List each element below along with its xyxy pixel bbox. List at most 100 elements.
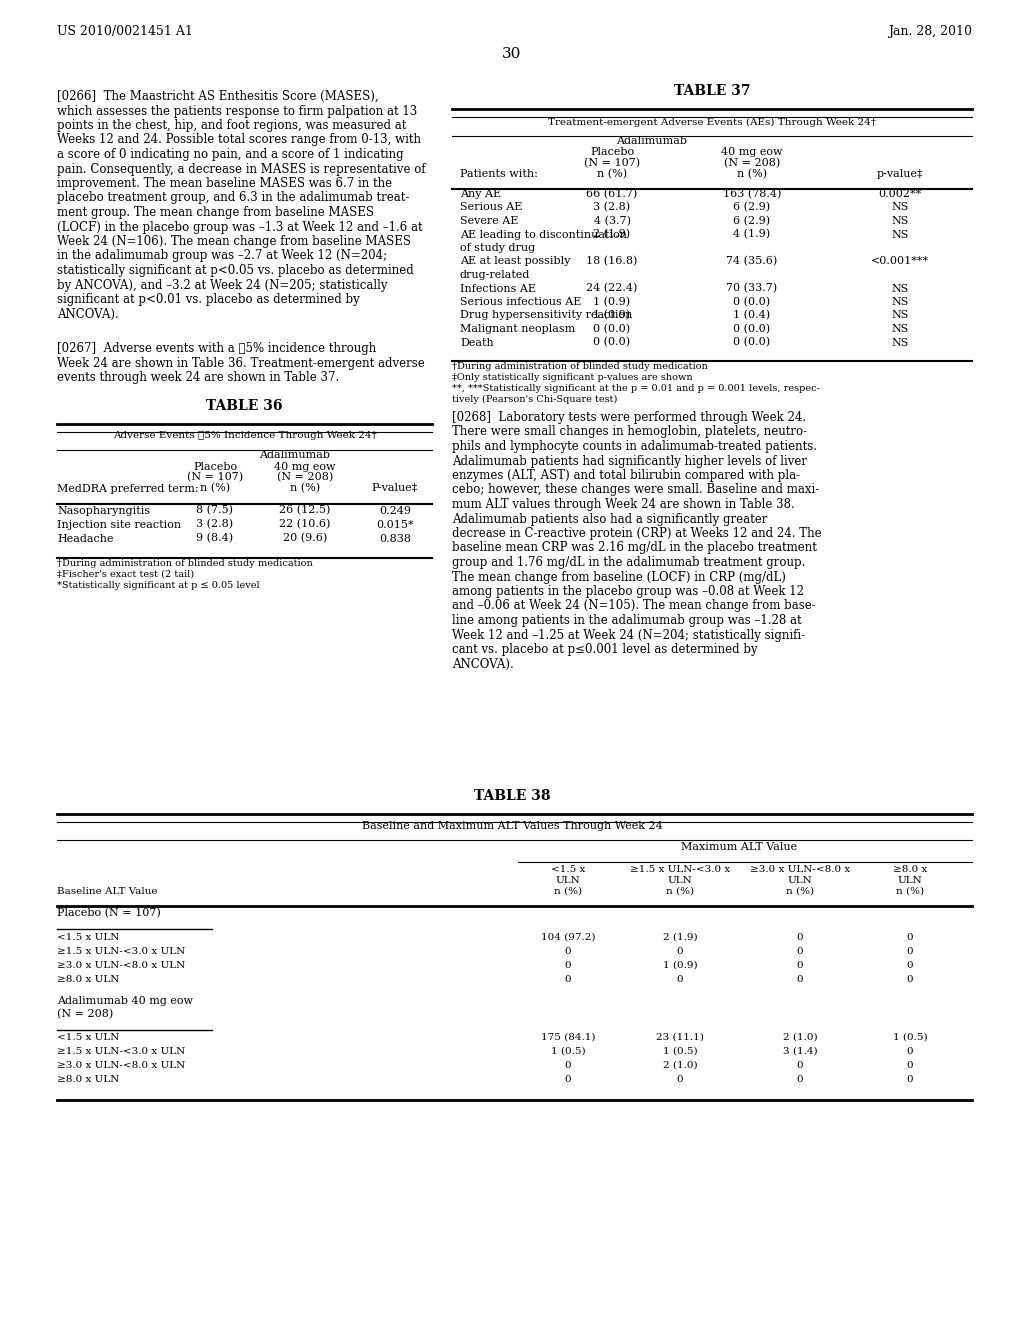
Text: drug-related: drug-related xyxy=(460,271,530,280)
Text: cebo; however, these changes were small. Baseline and maxi-: cebo; however, these changes were small.… xyxy=(452,483,819,496)
Text: which assesses the patients response to firm palpation at 13: which assesses the patients response to … xyxy=(57,104,417,117)
Text: 0: 0 xyxy=(797,1074,803,1084)
Text: 0 (0.0): 0 (0.0) xyxy=(733,323,771,334)
Text: events through week 24 are shown in Table 37.: events through week 24 are shown in Tabl… xyxy=(57,371,339,384)
Text: pain. Consequently, a decrease in MASES is representative of: pain. Consequently, a decrease in MASES … xyxy=(57,162,426,176)
Text: Placebo: Placebo xyxy=(193,462,238,471)
Text: US 2010/0021451 A1: US 2010/0021451 A1 xyxy=(57,25,193,38)
Text: ≥3.0 x ULN-<8.0 x: ≥3.0 x ULN-<8.0 x xyxy=(750,865,850,874)
Text: ANCOVA).: ANCOVA). xyxy=(452,657,514,671)
Text: Headache: Headache xyxy=(57,533,114,544)
Text: (N = 107): (N = 107) xyxy=(187,473,243,483)
Text: The mean change from baseline (LOCF) in CRP (mg/dL): The mean change from baseline (LOCF) in … xyxy=(452,570,785,583)
Text: decrease in C-reactive protein (CRP) at Weeks 12 and 24. The: decrease in C-reactive protein (CRP) at … xyxy=(452,527,821,540)
Text: 0: 0 xyxy=(797,975,803,983)
Text: 0 (0.0): 0 (0.0) xyxy=(594,323,631,334)
Text: <1.5 x ULN: <1.5 x ULN xyxy=(57,933,120,942)
Text: baseline mean CRP was 2.16 mg/dL in the placebo treatment: baseline mean CRP was 2.16 mg/dL in the … xyxy=(452,541,817,554)
Text: Any AE: Any AE xyxy=(460,189,501,199)
Text: Death: Death xyxy=(460,338,494,347)
Text: Week 12 and –1.25 at Week 24 (N=204; statistically signifi-: Week 12 and –1.25 at Week 24 (N=204; sta… xyxy=(452,628,805,642)
Text: Patients with:: Patients with: xyxy=(460,169,538,180)
Text: (N = 208): (N = 208) xyxy=(276,473,333,483)
Text: [0267]  Adverse events with a ≧5% incidence through: [0267] Adverse events with a ≧5% inciden… xyxy=(57,342,376,355)
Text: Severe AE: Severe AE xyxy=(460,216,518,226)
Text: 0: 0 xyxy=(797,961,803,970)
Text: MedDRA preferred term:: MedDRA preferred term: xyxy=(57,483,199,494)
Text: mum ALT values through Week 24 are shown in Table 38.: mum ALT values through Week 24 are shown… xyxy=(452,498,795,511)
Text: ≥3.0 x ULN-<8.0 x ULN: ≥3.0 x ULN-<8.0 x ULN xyxy=(57,1061,185,1071)
Text: ≥8.0 x ULN: ≥8.0 x ULN xyxy=(57,975,120,983)
Text: ≥1.5 x ULN-<3.0 x ULN: ≥1.5 x ULN-<3.0 x ULN xyxy=(57,946,185,956)
Text: improvement. The mean baseline MASES was 6.7 in the: improvement. The mean baseline MASES was… xyxy=(57,177,392,190)
Text: cant vs. placebo at p≤0.001 level as determined by: cant vs. placebo at p≤0.001 level as det… xyxy=(452,643,758,656)
Text: (N = 208): (N = 208) xyxy=(57,1008,114,1019)
Text: 3 (2.8): 3 (2.8) xyxy=(197,519,233,529)
Text: significant at p<0.01 vs. placebo as determined by: significant at p<0.01 vs. placebo as det… xyxy=(57,293,359,306)
Text: 22 (10.6): 22 (10.6) xyxy=(280,519,331,529)
Text: n (%): n (%) xyxy=(737,169,767,180)
Text: 0.249: 0.249 xyxy=(379,506,411,516)
Text: Weeks 12 and 24. Possible total scores range from 0-13, with: Weeks 12 and 24. Possible total scores r… xyxy=(57,133,421,147)
Text: in the adalimumab group was –2.7 at Week 12 (N=204;: in the adalimumab group was –2.7 at Week… xyxy=(57,249,387,263)
Text: 70 (33.7): 70 (33.7) xyxy=(726,284,777,293)
Text: AE leading to discontinuation: AE leading to discontinuation xyxy=(460,230,627,239)
Text: ment group. The mean change from baseline MASES: ment group. The mean change from baselin… xyxy=(57,206,374,219)
Text: (LOCF) in the placebo group was –1.3 at Week 12 and –1.6 at: (LOCF) in the placebo group was –1.3 at … xyxy=(57,220,423,234)
Text: Placebo (N = 107): Placebo (N = 107) xyxy=(57,908,161,917)
Text: 0: 0 xyxy=(906,1061,913,1071)
Text: statistically significant at p<0.05 vs. placebo as determined: statistically significant at p<0.05 vs. … xyxy=(57,264,414,277)
Text: 3 (1.4): 3 (1.4) xyxy=(782,1047,817,1056)
Text: 3 (2.8): 3 (2.8) xyxy=(594,202,631,213)
Text: Treatment-emergent Adverse Events (AEs) Through Week 24†: Treatment-emergent Adverse Events (AEs) … xyxy=(548,117,876,127)
Text: Maximum ALT Value: Maximum ALT Value xyxy=(681,842,797,851)
Text: NS: NS xyxy=(891,297,908,308)
Text: n (%): n (%) xyxy=(896,887,924,896)
Text: AE at least possibly: AE at least possibly xyxy=(460,256,570,267)
Text: 30: 30 xyxy=(503,48,521,61)
Text: [0268]  Laboratory tests were performed through Week 24.: [0268] Laboratory tests were performed t… xyxy=(452,411,806,424)
Text: line among patients in the adalimumab group was –1.28 at: line among patients in the adalimumab gr… xyxy=(452,614,802,627)
Text: Baseline and Maximum ALT Values Through Week 24: Baseline and Maximum ALT Values Through … xyxy=(361,821,663,832)
Text: 4 (3.7): 4 (3.7) xyxy=(594,215,631,226)
Text: 1 (0.5): 1 (0.5) xyxy=(893,1034,928,1041)
Text: n (%): n (%) xyxy=(200,483,230,494)
Text: ‡Only statistically significant p-values are shown: ‡Only statistically significant p-values… xyxy=(452,374,692,381)
Text: 26 (12.5): 26 (12.5) xyxy=(280,506,331,516)
Text: P-value‡: P-value‡ xyxy=(372,483,418,494)
Text: 2 (1.0): 2 (1.0) xyxy=(663,1061,697,1071)
Text: 74 (35.6): 74 (35.6) xyxy=(726,256,777,267)
Text: Serious infectious AE: Serious infectious AE xyxy=(460,297,582,308)
Text: 163 (78.4): 163 (78.4) xyxy=(723,189,781,199)
Text: 1 (0.9): 1 (0.9) xyxy=(663,961,697,970)
Text: Adalimumab 40 mg eow: Adalimumab 40 mg eow xyxy=(57,997,193,1006)
Text: 20 (9.6): 20 (9.6) xyxy=(283,533,327,544)
Text: Infections AE: Infections AE xyxy=(460,284,536,293)
Text: There were small changes in hemoglobin, platelets, neutro-: There were small changes in hemoglobin, … xyxy=(452,425,807,438)
Text: 0.015*: 0.015* xyxy=(376,520,414,529)
Text: 0: 0 xyxy=(564,1074,571,1084)
Text: 0: 0 xyxy=(906,1074,913,1084)
Text: 2 (1.9): 2 (1.9) xyxy=(594,230,631,239)
Text: 6 (2.9): 6 (2.9) xyxy=(733,215,771,226)
Text: 40 mg eow: 40 mg eow xyxy=(274,462,336,471)
Text: NS: NS xyxy=(891,323,908,334)
Text: group and 1.76 mg/dL in the adalimumab treatment group.: group and 1.76 mg/dL in the adalimumab t… xyxy=(452,556,805,569)
Text: n (%): n (%) xyxy=(597,169,627,180)
Text: tively (Pearson's Chi-Square test): tively (Pearson's Chi-Square test) xyxy=(452,395,617,404)
Text: among patients in the placebo group was –0.08 at Week 12: among patients in the placebo group was … xyxy=(452,585,804,598)
Text: NS: NS xyxy=(891,230,908,239)
Text: points in the chest, hip, and foot regions, was measured at: points in the chest, hip, and foot regio… xyxy=(57,119,407,132)
Text: 1 (0.9): 1 (0.9) xyxy=(594,310,631,321)
Text: <1.5 x ULN: <1.5 x ULN xyxy=(57,1034,120,1041)
Text: and –0.06 at Week 24 (N=105). The mean change from base-: and –0.06 at Week 24 (N=105). The mean c… xyxy=(452,599,816,612)
Text: 6 (2.9): 6 (2.9) xyxy=(733,202,771,213)
Text: ULN: ULN xyxy=(668,876,692,884)
Text: ≥1.5 x ULN-<3.0 x ULN: ≥1.5 x ULN-<3.0 x ULN xyxy=(57,1047,185,1056)
Text: NS: NS xyxy=(891,284,908,293)
Text: placebo treatment group, and 6.3 in the adalimumab treat-: placebo treatment group, and 6.3 in the … xyxy=(57,191,410,205)
Text: 18 (16.8): 18 (16.8) xyxy=(587,256,638,267)
Text: n (%): n (%) xyxy=(290,483,321,494)
Text: ≥1.5 x ULN-<3.0 x: ≥1.5 x ULN-<3.0 x xyxy=(630,865,730,874)
Text: n (%): n (%) xyxy=(786,887,814,896)
